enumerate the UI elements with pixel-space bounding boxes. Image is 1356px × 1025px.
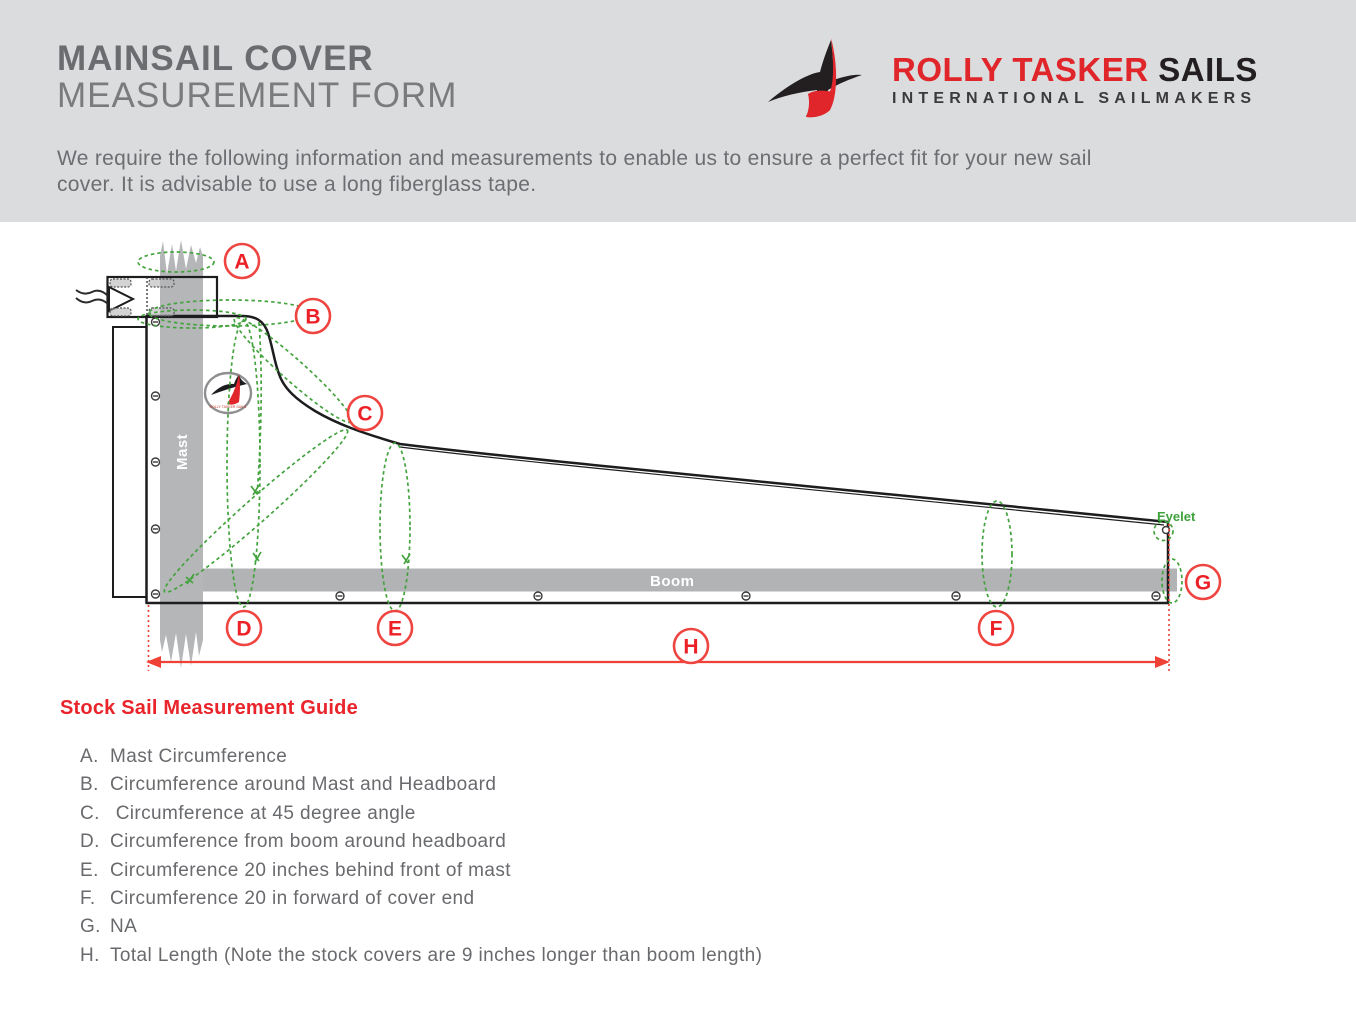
marker-h: H xyxy=(672,627,710,665)
length-dimension xyxy=(146,524,1170,671)
svg-text:ROLLY TASKER SAILS: ROLLY TASKER SAILS xyxy=(210,405,247,409)
guide-item-letter: F. xyxy=(80,888,96,910)
halyard-rope xyxy=(75,289,109,305)
guide-item-letter: D. xyxy=(80,831,100,853)
headboard xyxy=(106,275,219,319)
logo-swoosh-shape xyxy=(768,40,862,116)
guide-item-text: NA xyxy=(110,916,138,938)
mast-label: Mast xyxy=(174,434,191,470)
svg-text:H: H xyxy=(683,636,698,659)
watermark-logo: ROLLY TASKER SAILS xyxy=(203,371,253,415)
svg-text:E: E xyxy=(388,618,402,641)
svg-text:A: A xyxy=(234,251,249,274)
guide-item-letter: G. xyxy=(80,916,101,938)
intro-line1: We require the following information and… xyxy=(57,147,1092,170)
guide-item-letter: H. xyxy=(80,944,100,966)
cover-outline xyxy=(145,314,1170,605)
boom-label: Boom xyxy=(650,573,695,590)
measurement-ellipses xyxy=(137,251,1183,612)
brand-name: ROLLY TASKER SAILS xyxy=(892,52,1258,88)
sail-logo-icon xyxy=(768,38,862,118)
guide-item-f: F. Circumference 20 in forward of cover e… xyxy=(80,885,762,913)
guide-item-h: H. Total Length (Note the stock covers ar… xyxy=(80,942,762,970)
page-title-line2: MEASUREMENT FORM xyxy=(57,76,458,115)
intro-paragraph: We require the following information and… xyxy=(57,146,1092,198)
guide-item-letter: B. xyxy=(80,774,99,796)
guide-item-d: D. Circumference from boom around headboa… xyxy=(80,828,762,856)
logo-sail-foot xyxy=(806,90,833,118)
boom-band xyxy=(203,568,1177,592)
measurement-arrow-scribbles xyxy=(185,484,411,585)
guide-item-b: B. Circumference around Mast and Headboar… xyxy=(80,771,762,799)
guide-item-text: Circumference 20 in forward of cover end xyxy=(110,888,475,910)
svg-text:G: G xyxy=(1195,572,1211,595)
guide-item-g: G. NA xyxy=(80,913,762,941)
page-title: MAINSAIL COVER MEASUREMENT FORM xyxy=(57,40,457,114)
brand-subtitle: INTERNATIONAL SAILMAKERS xyxy=(892,90,1257,107)
marker-c: C xyxy=(346,394,384,432)
stitch-marks xyxy=(109,278,175,317)
brand-name-black: SAILS xyxy=(1148,51,1258,88)
svg-text:B: B xyxy=(305,306,320,329)
marker-e: E xyxy=(376,609,414,647)
guide-item-letter: A. xyxy=(80,746,99,767)
guide-heading: Stock Sail Measurement Guide xyxy=(60,697,358,719)
marker-f: F xyxy=(977,609,1015,647)
header-band: MAINSAIL COVER MEASUREMENT FORM ROLLY TA… xyxy=(0,0,1356,222)
cover-seam-line xyxy=(399,446,1165,526)
page-title-line1: MAINSAIL COVER xyxy=(57,39,374,78)
guide-item-e: E. Circumference 20 inches behind front o… xyxy=(80,857,762,885)
guide-item-text: Circumference from boom around headboard xyxy=(110,831,507,853)
measurement-diagram: Mast Boom ROLLY TASKER SAILS xyxy=(75,240,1222,671)
brand-name-red: ROLLY TASKER xyxy=(892,51,1149,88)
eyelet-label: Eyelet xyxy=(1157,509,1196,524)
guide-item-text: Total Length (Note the stock covers are … xyxy=(110,944,763,966)
svg-text:C: C xyxy=(357,403,372,426)
intro-line2: cover. It is advisable to use a long fib… xyxy=(57,173,537,196)
guide-item-letter: C. xyxy=(80,802,100,824)
guide-list: A. Mast Circumference B. Circumference aro… xyxy=(80,743,762,970)
marker-d: D xyxy=(225,609,263,647)
svg-text:F: F xyxy=(990,618,1003,641)
guide-item-text: Circumference around Mast and Headboard xyxy=(110,774,497,796)
eyelets xyxy=(150,317,1171,601)
svg-text:D: D xyxy=(236,618,251,641)
guide-item-text: Circumference at 45 degree angle xyxy=(110,802,416,824)
mast-band xyxy=(160,240,203,668)
logo-text: ROLLY TASKER SAILS INTERNATIONAL SAILMAK… xyxy=(892,52,1258,108)
marker-circles: A B C D E F G H xyxy=(223,242,1222,665)
company-logo: ROLLY TASKER SAILS INTERNATIONAL SAILMAK… xyxy=(762,28,1322,123)
marker-b: B xyxy=(294,297,332,335)
marker-a: A xyxy=(223,242,261,280)
guide-item-text: Mast Circumference xyxy=(110,746,288,767)
guide-item-a: A. Mast Circumference xyxy=(80,743,762,771)
mast-track xyxy=(112,326,148,598)
pennant-flag xyxy=(108,285,136,313)
marker-g: G xyxy=(1184,563,1222,601)
guide-item-text: Circumference 20 inches behind front of … xyxy=(110,859,511,881)
guide-item-letter: E. xyxy=(80,859,99,881)
guide-item-c: C. Circumference at 45 degree angle xyxy=(80,800,762,828)
